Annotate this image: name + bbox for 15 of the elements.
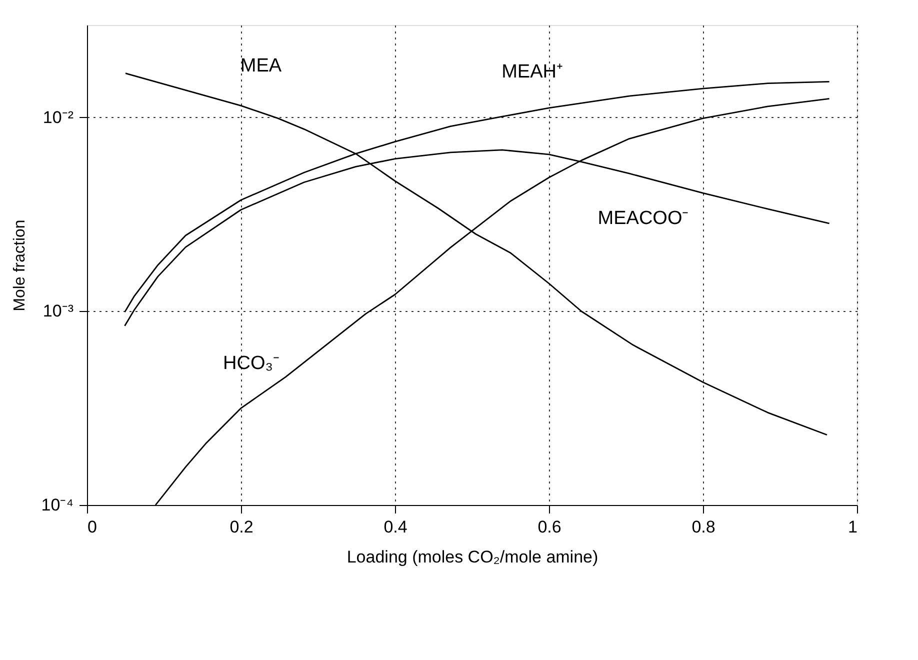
series-label: MEACOO⁻	[598, 208, 688, 230]
series-label: MEA	[240, 56, 282, 77]
x-tick-label: 0.2	[230, 518, 254, 536]
x-tick-label: 1	[848, 518, 858, 536]
series-label: HCO₃⁻	[223, 353, 279, 374]
y-tick-label: 10⁻³	[42, 302, 74, 321]
x-tick-label: 0.8	[692, 518, 716, 536]
y-tick-label: 10⁻⁴	[41, 496, 74, 514]
y-axis-title: Mole fraction	[11, 220, 28, 312]
series-label: MEAH⁺	[502, 62, 562, 83]
x-tick-label: 0	[88, 518, 97, 536]
y-tick-label: 10⁻²	[42, 108, 74, 127]
x-tick-label: 0.6	[538, 518, 562, 536]
x-axis-title: Loading (moles CO₂/mole amine)	[346, 548, 598, 566]
x-tick-label: 0.4	[384, 518, 408, 536]
